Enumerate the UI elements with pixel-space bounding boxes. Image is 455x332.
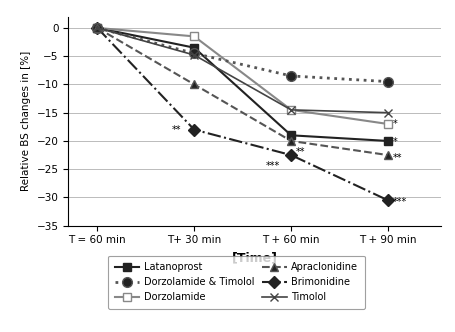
- Apraclonidine: [192, 82, 197, 86]
- Timolol: [192, 53, 197, 57]
- Dorzolamide & Timolol: [288, 74, 294, 78]
- X-axis label: [Time]: [Time]: [232, 251, 278, 264]
- Timolol: [385, 111, 391, 115]
- Line: Dorzolamide & Timolol: Dorzolamide & Timolol: [92, 23, 393, 86]
- Timolol: [95, 26, 100, 30]
- Brimonidine: [192, 128, 197, 132]
- Text: ***: ***: [265, 161, 279, 171]
- Latanoprost: [385, 139, 391, 143]
- Dorzolamide & Timolol: [192, 51, 197, 55]
- Dorzolamide & Timolol: [95, 26, 100, 30]
- Timolol: [288, 108, 294, 112]
- Text: **: **: [296, 147, 305, 157]
- Text: *: *: [393, 119, 398, 129]
- Latanoprost: [95, 26, 100, 30]
- Apraclonidine: [288, 139, 294, 143]
- Line: Dorzolamide: Dorzolamide: [93, 24, 392, 128]
- Text: **: **: [393, 153, 402, 163]
- Brimonidine: [385, 198, 391, 202]
- Dorzolamide: [95, 26, 100, 30]
- Dorzolamide: [192, 35, 197, 39]
- Line: Timolol: Timolol: [93, 24, 392, 117]
- Legend: Latanoprost, Dorzolamide & Timolol, Dorzolamide, Apraclonidine, Brimonidine, Tim: Latanoprost, Dorzolamide & Timolol, Dorz…: [108, 256, 365, 309]
- Text: **: **: [172, 124, 182, 135]
- Dorzolamide & Timolol: [385, 80, 391, 84]
- Dorzolamide: [288, 108, 294, 112]
- Line: Brimonidine: Brimonidine: [93, 24, 392, 205]
- Y-axis label: Relative BS changes in [%]: Relative BS changes in [%]: [21, 51, 31, 191]
- Line: Apraclonidine: Apraclonidine: [93, 24, 392, 159]
- Latanoprost: [288, 133, 294, 137]
- Text: *: *: [393, 137, 398, 147]
- Line: Latanoprost: Latanoprost: [93, 24, 392, 145]
- Text: ***: ***: [393, 197, 407, 207]
- Brimonidine: [95, 26, 100, 30]
- Latanoprost: [192, 46, 197, 50]
- Apraclonidine: [95, 26, 100, 30]
- Dorzolamide: [385, 122, 391, 126]
- Brimonidine: [288, 153, 294, 157]
- Apraclonidine: [385, 153, 391, 157]
